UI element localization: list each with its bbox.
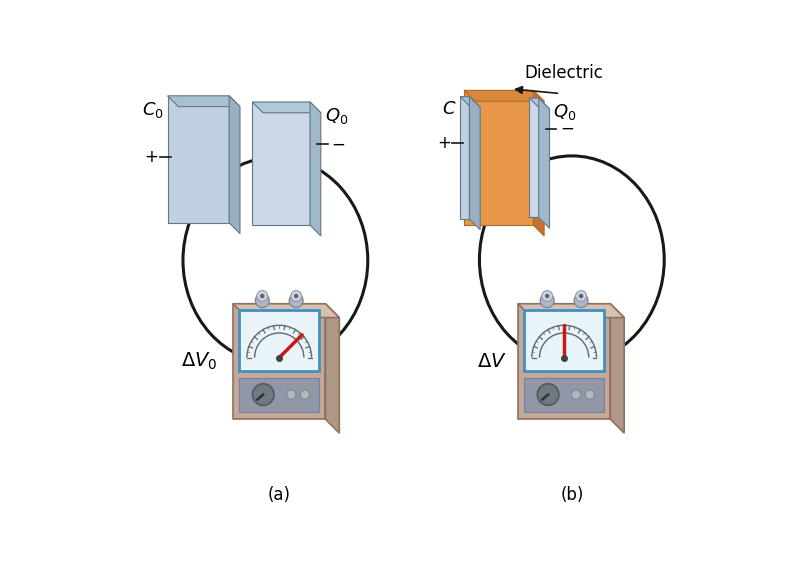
Polygon shape [167, 96, 229, 223]
Text: $Q_0$: $Q_0$ [324, 106, 348, 126]
Polygon shape [233, 304, 325, 419]
Polygon shape [167, 96, 240, 107]
Polygon shape [529, 98, 539, 218]
Polygon shape [524, 310, 604, 371]
Text: $C_0$: $C_0$ [142, 100, 163, 120]
Circle shape [541, 290, 553, 301]
Circle shape [300, 390, 309, 399]
Text: −: − [332, 135, 345, 153]
Circle shape [287, 390, 296, 399]
Circle shape [537, 384, 559, 405]
Text: (a): (a) [268, 486, 291, 504]
Polygon shape [539, 98, 549, 228]
Polygon shape [469, 96, 480, 230]
Text: (b): (b) [560, 486, 583, 504]
Polygon shape [239, 310, 320, 371]
Text: −: − [560, 120, 574, 138]
Polygon shape [310, 102, 321, 236]
Polygon shape [229, 96, 240, 234]
Polygon shape [524, 378, 604, 412]
Circle shape [256, 294, 269, 308]
Circle shape [576, 290, 586, 301]
Circle shape [545, 294, 549, 298]
Circle shape [574, 294, 588, 308]
Polygon shape [233, 304, 340, 317]
Text: $\Delta V_0$: $\Delta V_0$ [181, 351, 218, 372]
Circle shape [540, 294, 554, 308]
Polygon shape [529, 98, 549, 109]
Polygon shape [533, 91, 544, 236]
Polygon shape [518, 304, 624, 317]
Circle shape [586, 390, 594, 399]
Text: +: + [144, 149, 159, 166]
Polygon shape [461, 96, 469, 219]
Text: $\Delta V$: $\Delta V$ [477, 352, 506, 371]
Text: $Q_0$: $Q_0$ [553, 102, 577, 122]
Text: +: + [437, 134, 451, 152]
Circle shape [289, 294, 303, 308]
Circle shape [294, 294, 299, 298]
Text: Dielectric: Dielectric [525, 64, 604, 82]
Circle shape [257, 290, 268, 301]
Polygon shape [252, 102, 310, 225]
Circle shape [572, 390, 581, 399]
Polygon shape [461, 96, 480, 107]
Polygon shape [464, 91, 544, 101]
Polygon shape [252, 102, 321, 113]
Polygon shape [518, 304, 610, 419]
Circle shape [579, 294, 583, 298]
Circle shape [252, 384, 274, 405]
Polygon shape [464, 91, 533, 225]
Text: $C$: $C$ [442, 100, 457, 118]
Circle shape [291, 290, 301, 301]
Circle shape [260, 294, 264, 298]
Polygon shape [325, 304, 340, 433]
Polygon shape [239, 378, 320, 412]
Polygon shape [610, 304, 624, 433]
